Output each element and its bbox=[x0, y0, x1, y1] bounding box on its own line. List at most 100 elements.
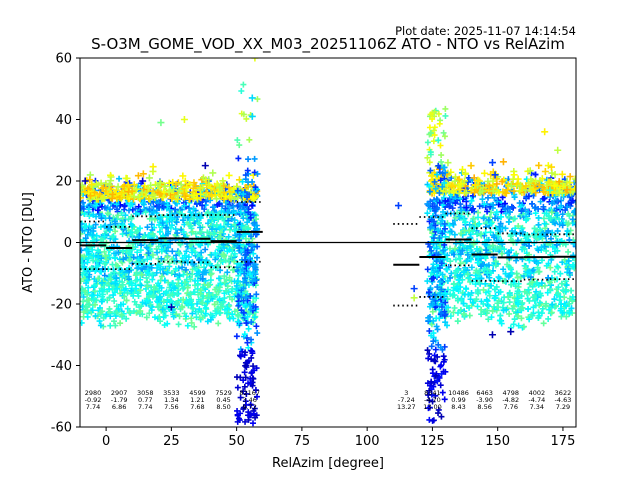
scatter-point bbox=[242, 349, 249, 356]
scatter-point bbox=[485, 316, 492, 323]
scatter-point bbox=[432, 107, 439, 114]
scatter-point bbox=[188, 301, 195, 308]
scatter-point bbox=[121, 293, 128, 300]
scatter-point bbox=[538, 257, 545, 264]
scatter-point bbox=[564, 228, 571, 235]
scatter-point bbox=[186, 195, 194, 203]
scatter-point bbox=[512, 283, 519, 290]
scatter-point bbox=[559, 222, 566, 229]
scatter-point bbox=[175, 283, 182, 290]
scatter-point bbox=[233, 333, 240, 340]
scatter-point bbox=[92, 177, 99, 184]
scatter-point bbox=[115, 212, 122, 219]
scatter-point bbox=[137, 287, 144, 294]
scatter-point bbox=[484, 208, 491, 215]
scatter-point bbox=[474, 238, 481, 245]
scatter-point bbox=[128, 215, 135, 222]
scatter-point bbox=[522, 182, 530, 190]
scatter-point bbox=[481, 265, 488, 272]
scatter-point bbox=[157, 216, 164, 223]
scatter-point bbox=[540, 320, 547, 327]
scatter-point bbox=[467, 256, 474, 263]
scatter-point bbox=[514, 274, 521, 281]
scatter-point bbox=[526, 316, 533, 323]
scatter-point bbox=[214, 201, 221, 208]
scatter-point bbox=[439, 230, 446, 237]
scatter-point bbox=[217, 223, 224, 230]
scatter-point bbox=[189, 310, 196, 317]
scatter-point bbox=[502, 270, 509, 277]
scatter-point bbox=[194, 270, 201, 277]
scatter-point bbox=[429, 203, 436, 210]
scatter-point bbox=[101, 248, 108, 255]
scatter-point bbox=[547, 286, 554, 293]
scatter-point bbox=[163, 248, 170, 255]
bin-count-label: 2907 bbox=[111, 389, 128, 397]
scatter-point bbox=[525, 305, 532, 312]
scatter-point bbox=[199, 184, 207, 192]
scatter-point bbox=[438, 310, 445, 317]
scatter-point bbox=[545, 260, 552, 267]
scatter-point bbox=[161, 257, 168, 264]
bin-mean-label: -4.70 bbox=[424, 396, 441, 404]
scatter-point bbox=[518, 225, 525, 232]
scatter-point bbox=[533, 288, 540, 295]
scatter-point bbox=[532, 210, 539, 217]
scatter-point bbox=[235, 302, 242, 309]
scatter-point bbox=[500, 299, 507, 306]
scatter-point bbox=[481, 308, 488, 315]
scatter-point bbox=[111, 297, 118, 304]
scatter-point bbox=[224, 305, 231, 312]
scatter-point bbox=[186, 205, 193, 212]
scatter-point bbox=[88, 181, 96, 189]
scatter-point bbox=[427, 130, 434, 137]
scatter-point bbox=[83, 247, 90, 254]
scatter-point bbox=[554, 197, 561, 204]
scatter-point bbox=[195, 220, 202, 227]
bin-std-label: 6.86 bbox=[112, 403, 126, 411]
scatter-point bbox=[243, 251, 250, 258]
scatter-point bbox=[506, 299, 513, 306]
scatter-point bbox=[238, 222, 245, 229]
bin-std-label: 7.74 bbox=[86, 403, 100, 411]
scatter-point bbox=[442, 105, 449, 112]
bin-count-label: 8341 bbox=[424, 389, 441, 397]
scatter-point bbox=[430, 235, 437, 242]
scatter-point bbox=[190, 206, 197, 213]
scatter-point bbox=[80, 278, 84, 285]
scatter-point bbox=[118, 311, 125, 318]
scatter-point bbox=[164, 320, 171, 327]
scatter-point bbox=[249, 278, 256, 285]
scatter-point bbox=[80, 319, 85, 326]
scatter-point bbox=[223, 310, 230, 317]
scatter-point bbox=[557, 204, 564, 211]
scatter-point bbox=[499, 158, 507, 166]
scatter-point bbox=[467, 296, 474, 303]
scatter-point bbox=[470, 205, 477, 212]
scatter-point bbox=[468, 264, 475, 271]
scatter-point bbox=[98, 215, 105, 222]
scatter-point bbox=[524, 290, 531, 297]
scatter-point bbox=[245, 179, 252, 186]
scatter-point bbox=[569, 293, 576, 300]
scatter-point bbox=[484, 297, 491, 304]
scatter-point bbox=[233, 374, 240, 381]
scatter-point bbox=[515, 223, 522, 230]
scatter-point bbox=[507, 264, 514, 271]
scatter-point bbox=[221, 273, 228, 280]
scatter-point bbox=[548, 256, 555, 263]
y-tick-label: 20 bbox=[55, 175, 72, 190]
scatter-point bbox=[81, 223, 88, 230]
scatter-point bbox=[457, 240, 464, 247]
scatter-point bbox=[480, 286, 487, 293]
scatter-point bbox=[243, 294, 250, 301]
scatter-point bbox=[429, 398, 436, 405]
scatter-point bbox=[222, 205, 229, 212]
scatter-point bbox=[183, 257, 190, 264]
scatter-point bbox=[426, 397, 433, 404]
scatter-point bbox=[156, 282, 163, 289]
scatter-point bbox=[205, 209, 212, 216]
scatter-point bbox=[455, 276, 462, 283]
scatter-point bbox=[480, 300, 487, 307]
scatter-point bbox=[184, 284, 191, 291]
